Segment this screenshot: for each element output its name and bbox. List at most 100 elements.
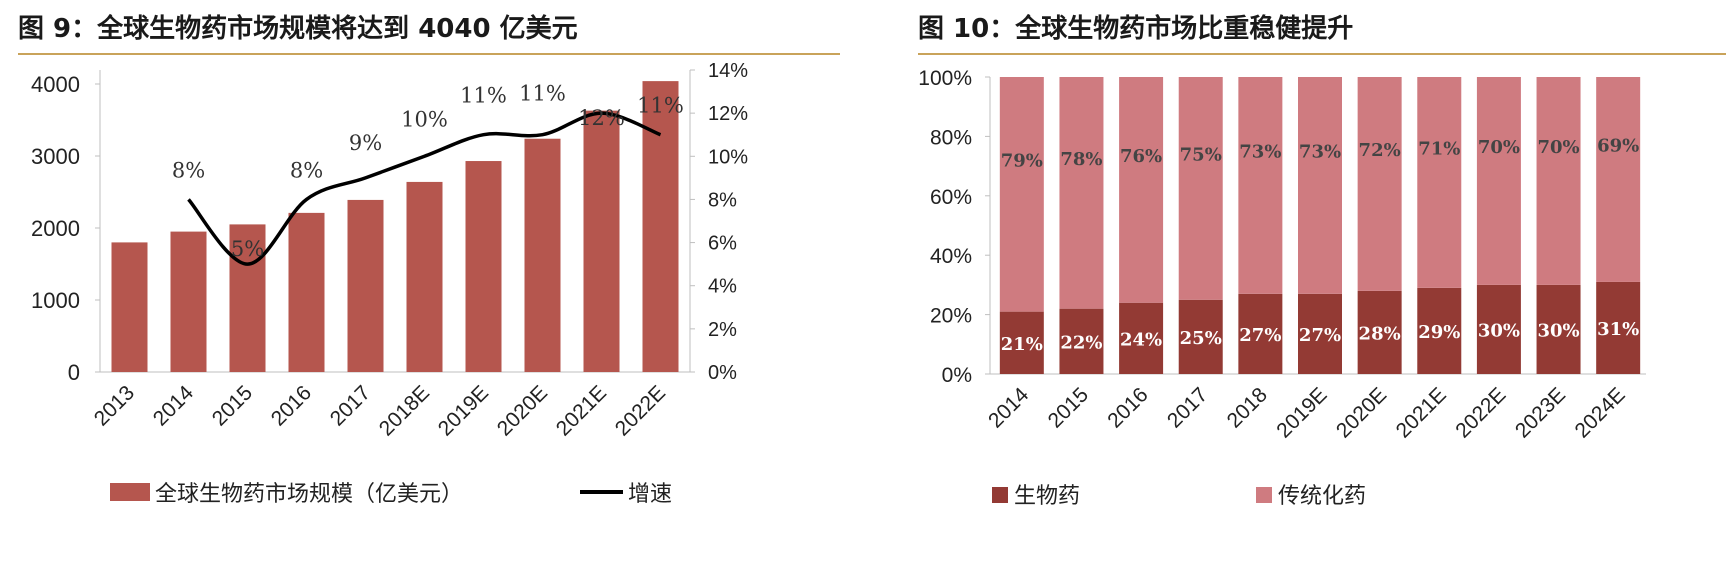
x-tick-label: 2018E xyxy=(375,381,434,440)
growth-data-label: 8% xyxy=(172,158,205,182)
data-label-biologic: 22% xyxy=(1060,332,1102,353)
growth-data-label: 12% xyxy=(578,106,625,130)
x-tick-label: 2020E xyxy=(1332,383,1391,442)
x-tick-label: 2014 xyxy=(149,381,199,431)
bar-segment-chemical xyxy=(1596,77,1641,282)
x-tick-label: 2018 xyxy=(1223,383,1272,432)
market-size-chart: 0 1000 2000 3000 4000 0% 2% 4% 6% 8% 10% 12% 14% 2013… xyxy=(31,60,748,507)
bar xyxy=(406,181,443,372)
bar-segment-chemical xyxy=(1417,77,1462,288)
data-label-chemical: 76% xyxy=(1120,146,1162,167)
x-tick-label: 2014 xyxy=(984,383,1034,433)
data-label-biologic: 24% xyxy=(1120,329,1162,350)
bar xyxy=(347,199,384,372)
y2-tick-label: 8% xyxy=(708,189,737,211)
bar-segment-biologic xyxy=(1596,281,1641,374)
data-label-chemical: 70% xyxy=(1478,137,1520,158)
data-label-biologic: 27% xyxy=(1239,325,1281,346)
x-tick-label: 2019E xyxy=(434,381,493,440)
bar-segment-chemical xyxy=(1238,77,1283,294)
bar-segment-biologic xyxy=(1417,287,1462,374)
legend-swatch-chemical xyxy=(1256,487,1272,503)
chart-title: 图 9：全球生物药市场规模将达到 4040 亿美元 xyxy=(18,14,578,44)
data-label-chemical: 69% xyxy=(1597,135,1639,156)
bar-segment-biologic xyxy=(999,311,1044,374)
data-label-chemical: 72% xyxy=(1359,140,1401,161)
data-label-biologic: 30% xyxy=(1478,320,1520,341)
bar xyxy=(524,138,561,372)
bar xyxy=(583,110,620,372)
legend-label: 生物药 xyxy=(1014,484,1080,509)
title-divider xyxy=(18,53,840,55)
legend-label: 全球生物药市场规模（亿美元） xyxy=(155,482,463,507)
y-tick-label: 100% xyxy=(918,67,972,90)
data-label-chemical: 78% xyxy=(1060,149,1102,170)
growth-line xyxy=(187,111,662,266)
x-tick-label: 2013 xyxy=(90,381,139,430)
y2-tick-label: 12% xyxy=(708,103,748,125)
data-label-chemical: 73% xyxy=(1239,141,1281,162)
bar-segment-chemical xyxy=(1357,77,1402,291)
y2-tick-label: 6% xyxy=(708,233,737,255)
data-label-chemical: 79% xyxy=(1001,150,1043,171)
y-tick-label: 60% xyxy=(930,186,972,209)
legend-label: 传统化药 xyxy=(1278,484,1366,509)
x-tick-label: 2019E xyxy=(1272,383,1331,442)
growth-data-label: 8% xyxy=(290,158,323,182)
bar-segment-biologic xyxy=(1178,299,1223,374)
growth-data-label: 9% xyxy=(349,131,382,155)
data-label-biologic: 27% xyxy=(1299,325,1341,346)
bar-segment-chemical xyxy=(1476,77,1521,285)
y2-tick-label: 2% xyxy=(708,319,737,341)
y-tick-label: 20% xyxy=(930,305,972,328)
y-tick-label: 1000 xyxy=(31,288,80,313)
x-tick-label: 2020E xyxy=(493,381,552,440)
bar-segment-chemical xyxy=(1059,77,1104,309)
y-tick-label: 80% xyxy=(930,126,972,149)
bar xyxy=(642,81,679,373)
data-label-biologic: 31% xyxy=(1597,319,1639,340)
bar-segment-biologic xyxy=(1119,302,1164,374)
bar xyxy=(170,231,207,372)
y-tick-label: 0% xyxy=(942,364,972,387)
data-label-biologic: 29% xyxy=(1418,322,1460,343)
data-label-chemical: 75% xyxy=(1180,144,1222,165)
bar-segment-chemical xyxy=(1536,77,1581,285)
data-label-chemical: 70% xyxy=(1537,137,1579,158)
y-tick-label: 3000 xyxy=(31,144,80,169)
data-label-chemical: 71% xyxy=(1418,138,1460,159)
x-tick-label: 2024E xyxy=(1571,383,1630,442)
chart-title: 图 10：全球生物药市场比重稳健提升 xyxy=(918,14,1354,44)
y2-tick-label: 14% xyxy=(708,60,748,82)
bar-segment-biologic xyxy=(1476,284,1521,374)
x-tick-label: 2023E xyxy=(1511,383,1570,442)
y2-tick-label: 10% xyxy=(708,146,748,168)
y-tick-label: 0 xyxy=(68,360,80,385)
data-label-chemical: 73% xyxy=(1299,141,1341,162)
y2-tick-label: 0% xyxy=(708,362,737,384)
growth-data-label: 11% xyxy=(460,84,507,108)
bar-segment-chemical xyxy=(1298,77,1342,294)
data-label-biologic: 30% xyxy=(1537,320,1579,341)
x-tick-label: 2015 xyxy=(208,381,257,430)
x-tick-label: 2017 xyxy=(1163,383,1212,432)
bar xyxy=(465,161,502,372)
bar-segment-chemical xyxy=(1119,77,1164,303)
bar-segment-biologic xyxy=(1298,293,1342,374)
x-tick-label: 2017 xyxy=(326,381,375,430)
x-tick-label: 2016 xyxy=(1103,383,1152,432)
y-tick-label: 40% xyxy=(930,245,972,268)
x-tick-label: 2016 xyxy=(267,381,316,430)
x-tick-label: 2021E xyxy=(552,381,611,440)
bar-segment-biologic xyxy=(1357,290,1402,374)
legend-swatch-biologic xyxy=(992,487,1008,503)
y-tick-label: 4000 xyxy=(31,72,80,97)
bar-segment-chemical xyxy=(1178,77,1223,300)
chart-panel-market-size: 图 9：全球生物药市场规模将达到 4040 亿美元 0 1000 2000 3000 4… xyxy=(0,0,850,570)
bar-segment-biologic xyxy=(1238,293,1283,374)
growth-data-label: 11% xyxy=(637,94,684,118)
market-share-chart: 0% 20% 40% 60% 80% 100% 21% 79% 2014 22% 78% 2015 24… xyxy=(918,67,1646,509)
y-tick-label: 2000 xyxy=(31,216,80,241)
bar-segment-biologic xyxy=(1059,308,1104,374)
x-tick-label: 2022E xyxy=(1451,383,1510,442)
